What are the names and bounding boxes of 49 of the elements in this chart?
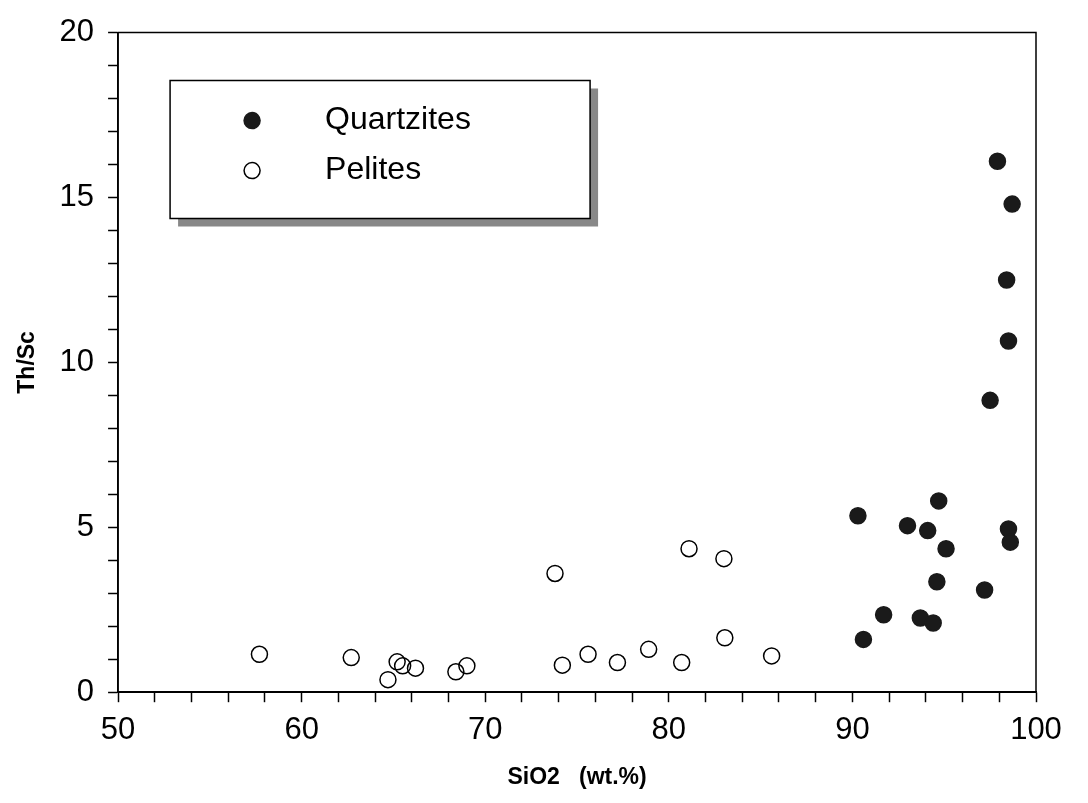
x-tick-label: 100: [1010, 711, 1062, 747]
point: [458, 657, 476, 675]
point: [250, 645, 269, 664]
point: [981, 391, 999, 410]
y-tick-label: 15: [59, 178, 95, 214]
x-tick-label: 90: [835, 711, 870, 747]
point: [393, 657, 412, 675]
point: [579, 645, 597, 664]
point: [918, 521, 937, 540]
point: [929, 492, 948, 510]
y-tick-label: 10: [59, 342, 95, 378]
point: [716, 629, 734, 647]
y-tick-label: 20: [59, 13, 95, 49]
point: [928, 572, 946, 591]
point: [1001, 533, 1020, 551]
point: [672, 653, 691, 672]
point: [762, 647, 781, 665]
point: [447, 663, 465, 681]
y-tick-label: 0: [76, 672, 95, 708]
point: [406, 659, 425, 677]
point: [342, 648, 360, 667]
x-tick-label: 60: [284, 711, 319, 747]
legend-label: Pelites: [325, 150, 422, 187]
x-tick-label: 70: [468, 711, 503, 747]
point: [608, 653, 627, 672]
point: [680, 539, 698, 558]
x-tick-label: 50: [100, 711, 136, 747]
point: [388, 653, 406, 671]
point: [937, 539, 955, 558]
point: [975, 581, 994, 599]
point: [999, 332, 1018, 350]
point: [553, 656, 572, 674]
point: [849, 507, 867, 525]
y-axis-title: Th/Sc: [13, 330, 40, 394]
x-tick-label: 80: [651, 711, 687, 747]
point: [874, 605, 893, 624]
point: [546, 564, 564, 583]
point: [715, 549, 733, 568]
point: [379, 670, 397, 689]
point: [854, 630, 873, 649]
x-axis-title: SiO2 (wt.%): [507, 762, 647, 789]
point: [1003, 195, 1021, 213]
point: [898, 516, 917, 535]
point: [924, 614, 942, 632]
legend-label: Quartzites: [325, 100, 471, 137]
y-tick-label: 5: [76, 507, 95, 543]
point: [997, 271, 1016, 289]
point: [988, 152, 1007, 170]
point: [639, 640, 658, 659]
